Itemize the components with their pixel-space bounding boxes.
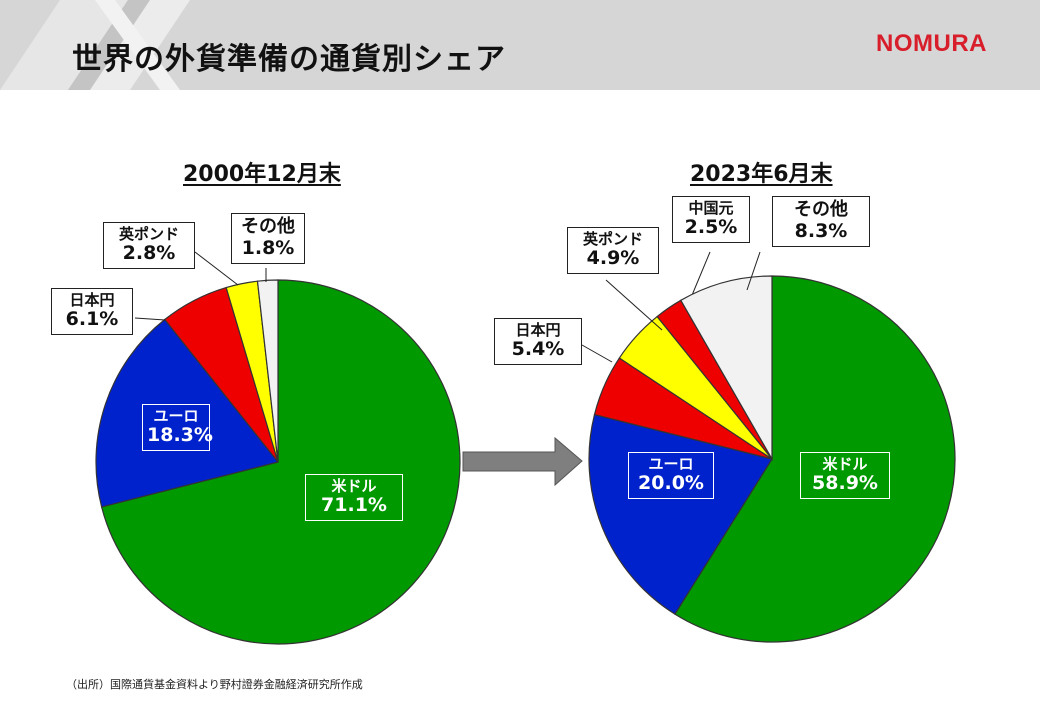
label-2023-gbp: 英ポンド 4.9% [567, 227, 659, 275]
label-name: その他 [794, 199, 848, 220]
leader-line [746, 251, 761, 291]
leader-line [689, 251, 711, 301]
label-value: 58.9% [812, 472, 878, 495]
chart-title-2023: 2023年6月末 [690, 162, 833, 187]
label-name: ユーロ [648, 455, 694, 473]
leader-line [581, 344, 613, 363]
pie-slice-その他 [680, 275, 773, 462]
pie-slice-米ドル [100, 279, 461, 645]
pie-1 [581, 251, 956, 643]
leader-line [605, 279, 663, 331]
label-value: 6.1% [65, 308, 119, 331]
label-2023-usd: 米ドル 58.9% [800, 452, 890, 500]
nomura-logo: NOMURA [876, 30, 987, 57]
label-name: 米ドル [822, 455, 868, 473]
label-name: その他 [241, 216, 295, 237]
header-decoration [0, 0, 1040, 90]
label-2000-gbp: 英ポンド 2.8% [103, 222, 195, 270]
label-value: 2.5% [684, 216, 738, 239]
header-banner: 世界の外貨準備の通貨別シェア NOMURA [0, 0, 1040, 90]
pie-0 [95, 251, 461, 645]
label-2000-eur: ユーロ 18.3% [142, 404, 213, 452]
source-note: （出所）国際通貨基金資料より野村證券金融経済研究所作成 [66, 678, 363, 691]
leader-line [194, 251, 239, 286]
label-value: 71.1% [321, 494, 387, 517]
label-value: 1.8% [241, 236, 295, 259]
label-2023-eur: ユーロ 20.0% [628, 452, 714, 500]
label-name: 英ポンド [582, 230, 643, 248]
label-name: 日本円 [515, 321, 561, 339]
pie-slice-米ドル [674, 275, 956, 643]
label-name: 日本円 [69, 291, 115, 309]
label-name: 中国元 [688, 199, 734, 217]
label-2023-cny: 中国元 2.5% [672, 196, 750, 244]
label-2000-usd: 米ドル 71.1% [305, 474, 403, 522]
label-name: 米ドル [331, 477, 377, 495]
arrow-icon [462, 436, 583, 487]
label-name: ユーロ [153, 407, 199, 425]
chart-title-2000: 2000年12月末 [183, 162, 341, 187]
leader-line [134, 317, 166, 321]
label-value: 18.3% [147, 424, 213, 447]
label-2000-jpy: 日本円 6.1% [51, 288, 133, 336]
label-value: 2.8% [122, 242, 176, 265]
label-name: 英ポンド [118, 225, 179, 243]
label-2000-other: その他 1.8% [231, 213, 305, 264]
pie-slice-ユーロ [588, 413, 773, 615]
pie-slice-ユーロ [95, 318, 280, 508]
label-2023-other: その他 8.3% [772, 196, 870, 247]
pie-slice-その他 [256, 279, 279, 463]
label-value: 8.3% [794, 219, 848, 242]
label-value: 4.9% [586, 247, 640, 270]
label-2023-jpy: 日本円 5.4% [494, 318, 582, 366]
label-value: 5.4% [511, 338, 565, 361]
page-title: 世界の外貨準備の通貨別シェア [72, 42, 506, 77]
label-value: 20.0% [638, 472, 704, 495]
